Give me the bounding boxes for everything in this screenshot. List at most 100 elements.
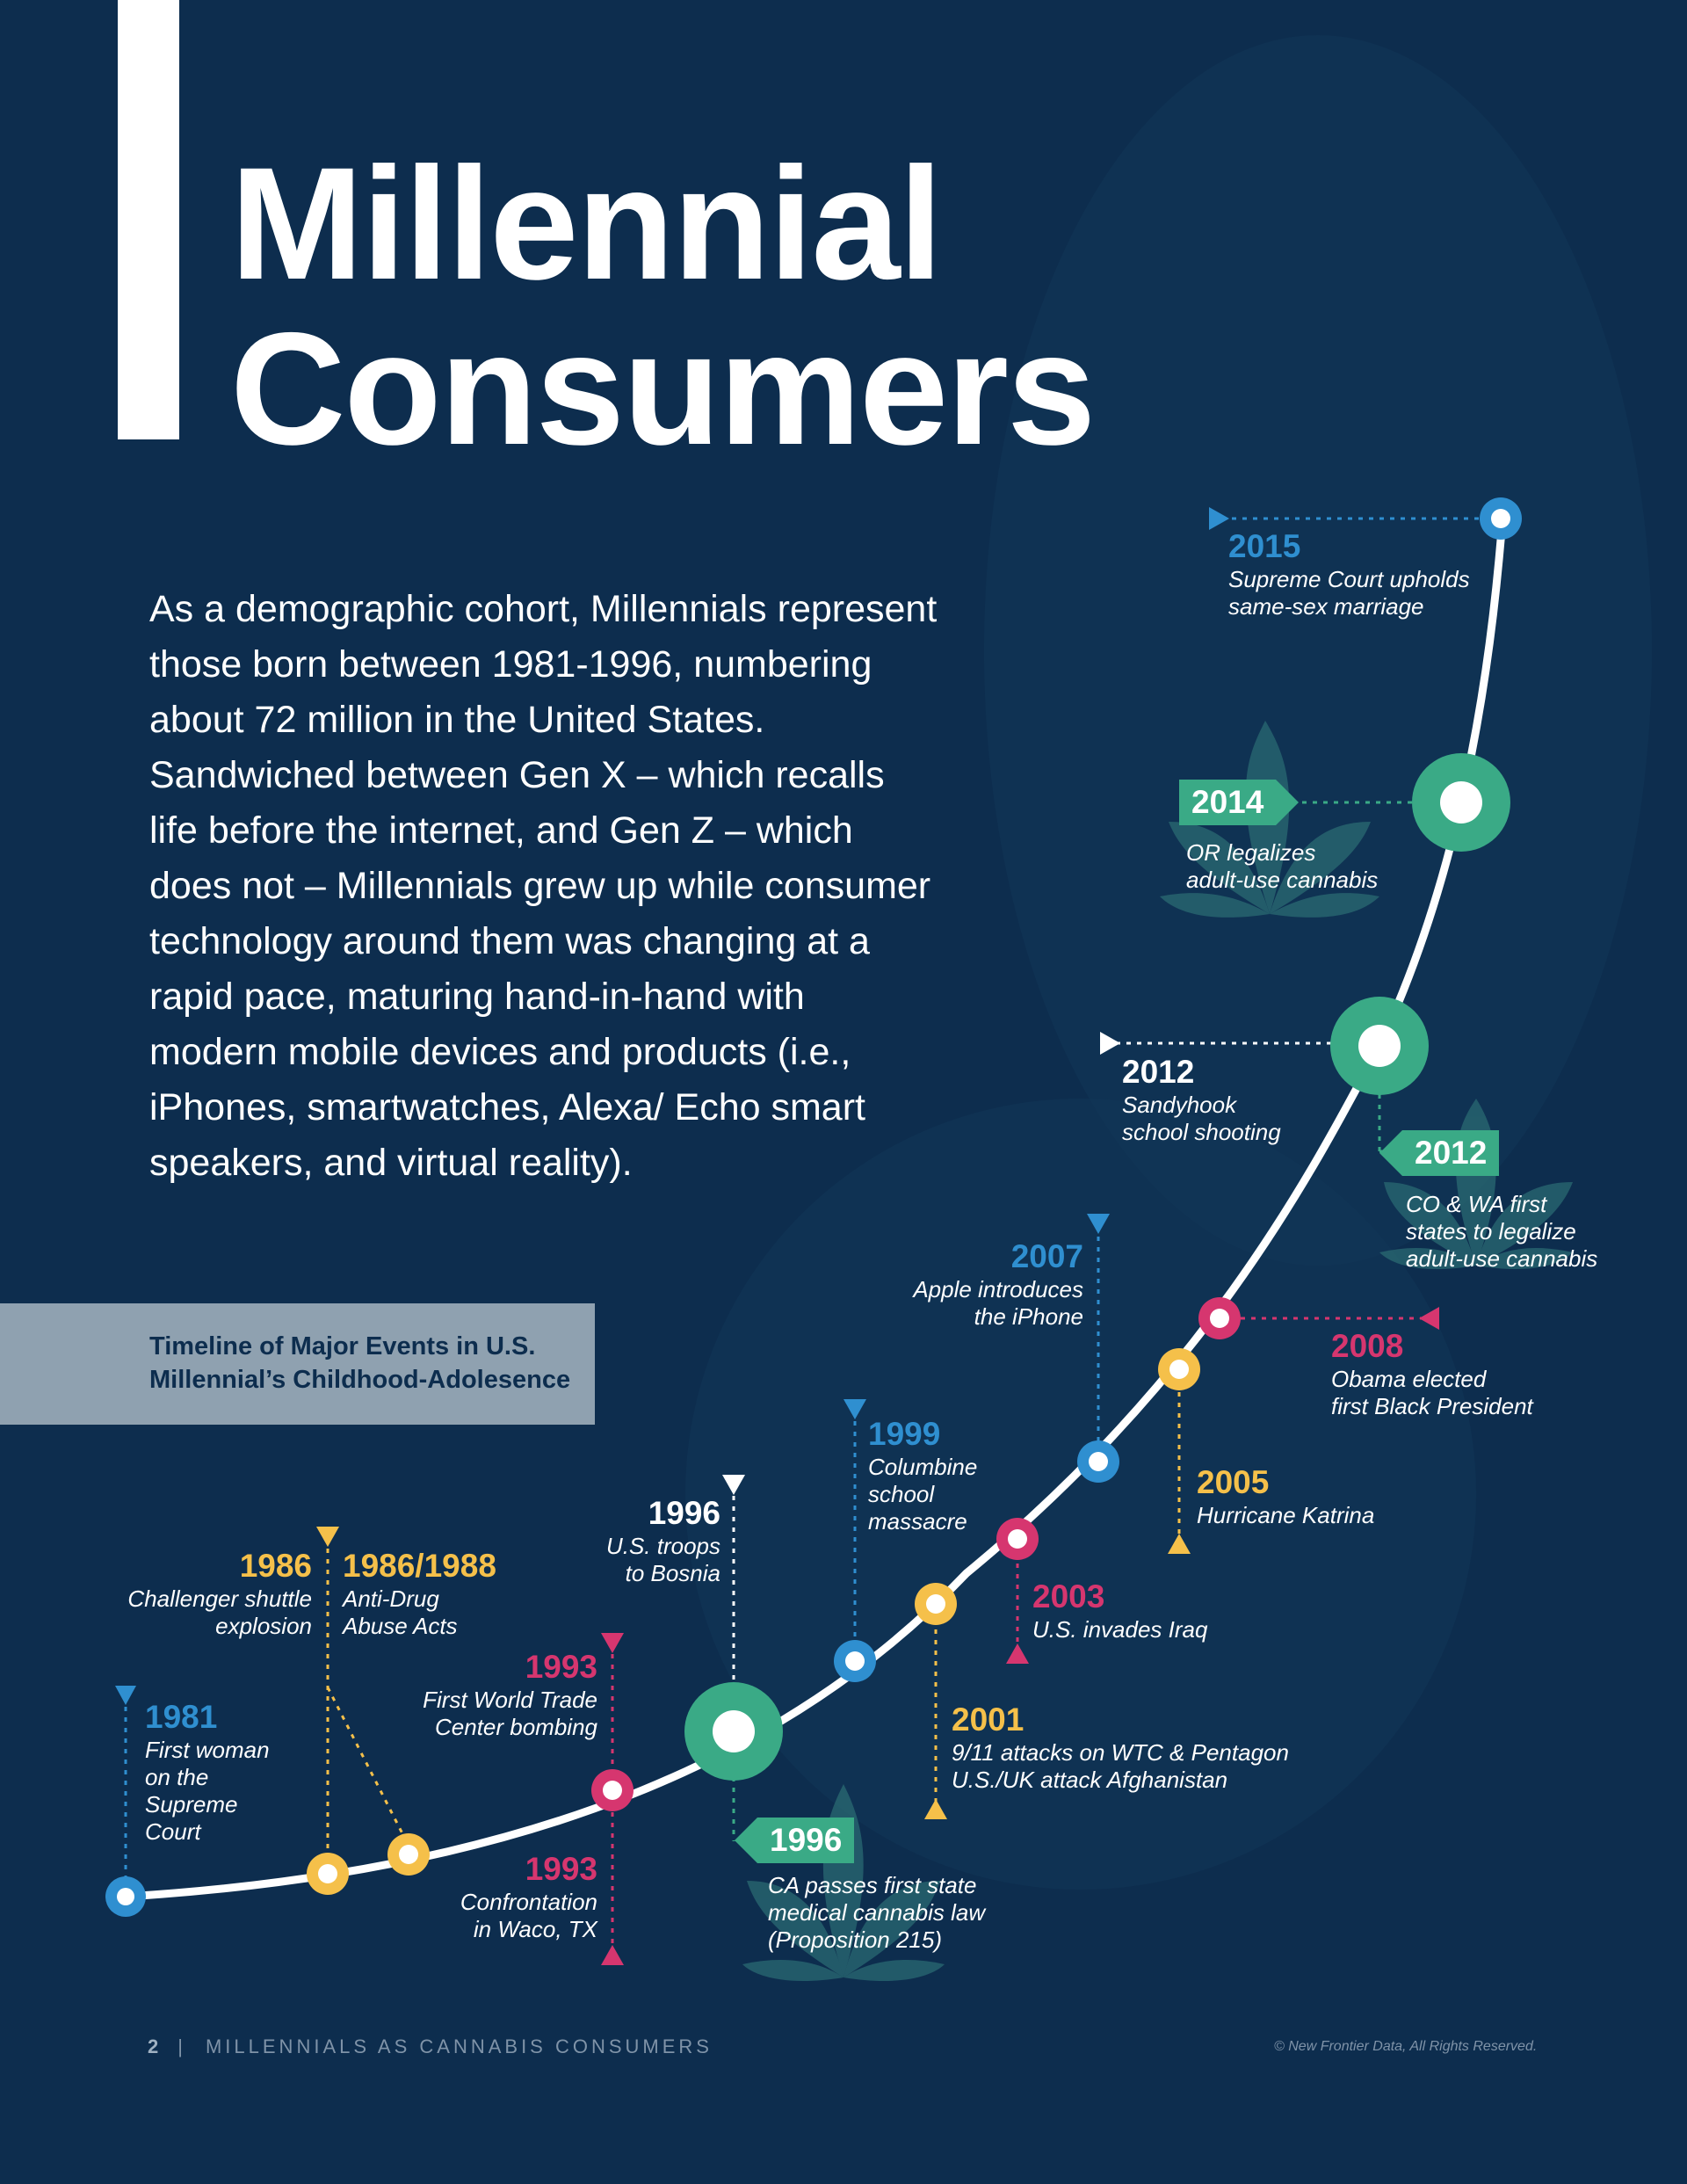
event-year: 2012 [1122,1054,1195,1090]
node-2007 [1077,1440,1119,1483]
event-desc: Challenger shuttle [127,1585,312,1612]
copyright: © New Frontier Data, All Rights Reserved… [1274,2039,1538,2054]
marker-1993a [601,1633,624,1653]
footer-title: MILLENNIALS AS CANNABIS CONSUMERS [205,2035,713,2057]
event-desc: Anti-Drug [343,1585,439,1612]
background-shape [685,1099,1476,1890]
event-desc: Columbine [868,1454,978,1480]
marker-2015 [1209,507,1229,530]
page-footer: 2 | MILLENNIALS AS CANNABIS CONSUMERS [148,2035,713,2058]
marker-2005 [1168,1534,1191,1554]
node-2005 [1158,1348,1200,1390]
timeline-label-box: Timeline of Major Events in U.S. Millenn… [0,1303,595,1425]
event-desc: CO & WA first [1406,1191,1547,1217]
event-year: 2015 [1228,528,1301,564]
marker-1996a [722,1475,745,1495]
title-line-1: Millennial [230,134,943,313]
title-accent-bar [118,0,179,439]
node-2015 [1480,497,1522,540]
event-2008: 2008 Obama elected first Black President [1331,1327,1533,1420]
event-2005: 2005 Hurricane Katrina [1197,1463,1374,1529]
node-1993 [591,1769,634,1811]
timeline-label-line-2: Millennial’s Childhood-Adolesence [149,1366,571,1394]
node-1986 [307,1853,349,1895]
event-desc: First woman [145,1737,270,1763]
event-desc: first Black President [1331,1393,1533,1419]
background-shape [984,35,1652,1266]
event-2012-sandyhook: 2012 Sandyhook school shooting [1122,1053,1281,1146]
event-desc: on the [145,1764,209,1790]
event-desc: Supreme Court upholds [1228,566,1470,592]
event-desc: states to legalize [1406,1218,1576,1244]
event-year: 2007 [1010,1238,1083,1274]
marker-2008 [1419,1307,1439,1330]
marker-2001 [924,1799,947,1819]
page-title: Millennial Consumers [230,134,1096,478]
node-2014 [1412,753,1510,852]
event-1993-waco: 1993 Confrontation in Waco, TX [369,1850,597,1943]
event-desc: Sandyhook [1122,1092,1237,1118]
node-1981 [105,1876,146,1917]
event-desc: school shooting [1122,1119,1281,1145]
event-desc: First World Trade [423,1687,597,1713]
event-1996-cannabis: CA passes first state medical cannabis l… [768,1872,985,1954]
event-1996-bosnia: 1996 U.S. troops to Bosnia [527,1494,720,1587]
event-desc: massacre [868,1508,967,1535]
event-year: 1981 [145,1699,218,1735]
event-year: 2003 [1032,1578,1105,1614]
connector-1986-88 [326,1687,410,1847]
event-desc: same-sex marriage [1228,593,1424,620]
timeline-label: Timeline of Major Events in U.S. Millenn… [149,1330,570,1397]
event-desc: Confrontation [460,1889,597,1915]
marker-1993b [601,1945,624,1965]
event-desc: adult-use cannabis [1406,1245,1598,1272]
event-year: 1993 [525,1851,597,1887]
event-desc: Center bombing [435,1714,597,1740]
marker-2012a [1100,1032,1120,1055]
intro-paragraph: As a demographic cohort, Millennials rep… [149,588,938,1184]
event-desc: Supreme [145,1791,238,1818]
event-desc: school [868,1481,935,1507]
event-year: 1986/1988 [343,1548,496,1584]
event-desc: U.S. troops [605,1533,720,1559]
event-desc: in Waco, TX [473,1916,597,1942]
timeline-label-line-1: Timeline of Major Events in U.S. [149,1332,536,1360]
marker-2007 [1087,1214,1110,1234]
year-tag-2012: 2012 [1379,1130,1500,1176]
node-1999 [834,1640,876,1682]
event-year: 1996 [648,1495,720,1531]
node-1996 [684,1682,783,1781]
event-year: 1993 [525,1649,597,1685]
event-desc: (Proposition 215) [768,1926,942,1953]
event-2001: 2001 9/11 attacks on WTC & Pentagon U.S.… [952,1701,1289,1794]
event-desc: Obama elected [1331,1366,1487,1392]
event-1986: 1986 Challenger shuttle explosion [97,1547,312,1640]
event-2014: OR legalizes adult-use cannabis [1186,839,1378,894]
event-1993-wtc: 1993 First World Trade Center bombing [369,1648,597,1741]
event-year: 1986 [239,1548,312,1584]
node-2012 [1330,997,1429,1095]
event-desc: 9/11 attacks on WTC & Pentagon [952,1739,1289,1766]
event-desc: explosion [215,1613,312,1639]
event-desc: Hurricane Katrina [1197,1502,1375,1528]
event-year: 2005 [1197,1464,1270,1500]
event-desc: OR legalizes [1186,839,1316,866]
event-desc: medical cannabis law [768,1899,986,1926]
event-year: 2008 [1331,1328,1404,1364]
event-desc: CA passes first state [768,1872,977,1898]
year-tag-2014: 2014 [1179,780,1300,825]
node-2008 [1198,1297,1241,1339]
event-1986-1988: 1986/1988 Anti-Drug Abuse Acts [343,1547,496,1640]
event-year: 2001 [952,1701,1025,1738]
event-desc: the iPhone [974,1303,1083,1330]
event-desc: to Bosnia [625,1560,720,1586]
title-line-2: Consumers [230,299,1096,478]
event-1981: 1981 First woman on the Supreme Court [145,1698,270,1846]
marker-1981 [115,1686,136,1705]
event-2003: 2003 U.S. invades Iraq [1032,1578,1207,1643]
event-2007: 2007 Apple introduces the iPhone [861,1237,1083,1331]
event-1999: 1999 Columbine school massacre [868,1415,977,1535]
marker-1999 [844,1399,866,1419]
page-number: 2 [148,2035,159,2057]
event-desc: U.S. invades Iraq [1032,1616,1208,1643]
